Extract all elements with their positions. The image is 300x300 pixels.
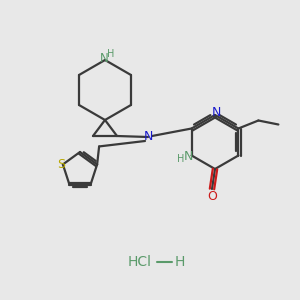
Text: N: N: [100, 52, 108, 65]
Text: O: O: [207, 190, 217, 202]
Text: N: N: [211, 106, 221, 119]
Text: N: N: [184, 150, 193, 163]
Text: N: N: [143, 130, 153, 143]
Text: S: S: [57, 158, 65, 171]
Text: H: H: [175, 255, 185, 269]
Text: H: H: [107, 49, 115, 59]
Text: H: H: [177, 154, 184, 164]
Text: HCl: HCl: [128, 255, 152, 269]
